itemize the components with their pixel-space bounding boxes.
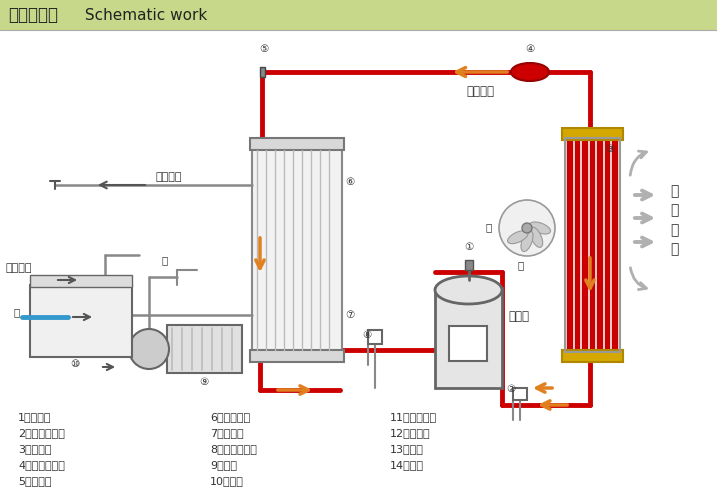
- Circle shape: [499, 200, 555, 256]
- Bar: [589, 138, 595, 352]
- Text: ⑦: ⑦: [345, 310, 354, 320]
- Text: 1、压缩机
2、高压控制器
3、冷凝器
4、干燥过滤器
5、膨胀阀: 1、压缩机 2、高压控制器 3、冷凝器 4、干燥过滤器 5、膨胀阀: [18, 412, 65, 486]
- Text: 冷媒流向: 冷媒流向: [466, 85, 494, 98]
- Bar: [567, 138, 572, 352]
- Bar: [449, 326, 487, 361]
- Text: ⑧: ⑧: [362, 330, 371, 340]
- Bar: [435, 288, 502, 388]
- Bar: [0, 0, 717, 30]
- Ellipse shape: [530, 222, 551, 234]
- Ellipse shape: [521, 230, 533, 251]
- Text: 排气侧: 排气侧: [508, 310, 529, 323]
- Text: ⑨: ⑨: [199, 377, 209, 387]
- Bar: [250, 138, 344, 150]
- Text: ④: ④: [526, 44, 535, 54]
- Bar: [562, 128, 623, 140]
- Bar: [167, 325, 242, 373]
- Text: ③: ③: [605, 144, 614, 154]
- Bar: [597, 138, 602, 352]
- Ellipse shape: [530, 227, 543, 247]
- Bar: [30, 285, 132, 357]
- Bar: [612, 138, 617, 352]
- Ellipse shape: [508, 231, 528, 244]
- Bar: [513, 388, 527, 400]
- Circle shape: [129, 329, 169, 369]
- Text: Schematic work: Schematic work: [80, 7, 207, 23]
- Text: ①: ①: [464, 242, 473, 252]
- Text: ⑬: ⑬: [486, 222, 492, 232]
- Text: ⑤: ⑤: [260, 44, 269, 54]
- Bar: [250, 350, 344, 362]
- Text: ⑥: ⑥: [345, 177, 354, 187]
- Text: 冷冻水出: 冷冻水出: [155, 172, 181, 182]
- Text: ②: ②: [506, 384, 516, 394]
- Text: ⑪: ⑪: [162, 255, 168, 265]
- Bar: [574, 138, 580, 352]
- Text: ⑫: ⑫: [14, 307, 20, 317]
- Text: ⑭: ⑭: [517, 260, 523, 270]
- Bar: [252, 148, 342, 352]
- Text: 6、防冻开关
7、蔗发器
8、低压控制器
9、水泵
10、水筱: 6、防冻开关 7、蔗发器 8、低压控制器 9、水泵 10、水筱: [210, 412, 257, 486]
- Bar: [260, 67, 265, 77]
- Bar: [368, 330, 382, 344]
- Text: 11、浮球开关
12、球心阀
13、电机
14、风扇: 11、浮球开关 12、球心阀 13、电机 14、风扇: [390, 412, 437, 470]
- Bar: [582, 138, 587, 352]
- Text: ⑩: ⑩: [70, 359, 80, 369]
- Bar: [604, 138, 610, 352]
- Bar: [562, 350, 623, 362]
- Circle shape: [522, 223, 532, 233]
- Bar: [30, 275, 132, 287]
- Text: 冷冻水回: 冷冻水回: [5, 263, 32, 273]
- Ellipse shape: [435, 276, 502, 304]
- Bar: [565, 138, 620, 352]
- Text: 工作原理图: 工作原理图: [8, 6, 58, 24]
- Bar: [465, 260, 473, 270]
- Ellipse shape: [511, 63, 549, 81]
- Text: 气
流
方
向: 气 流 方 向: [670, 184, 678, 256]
